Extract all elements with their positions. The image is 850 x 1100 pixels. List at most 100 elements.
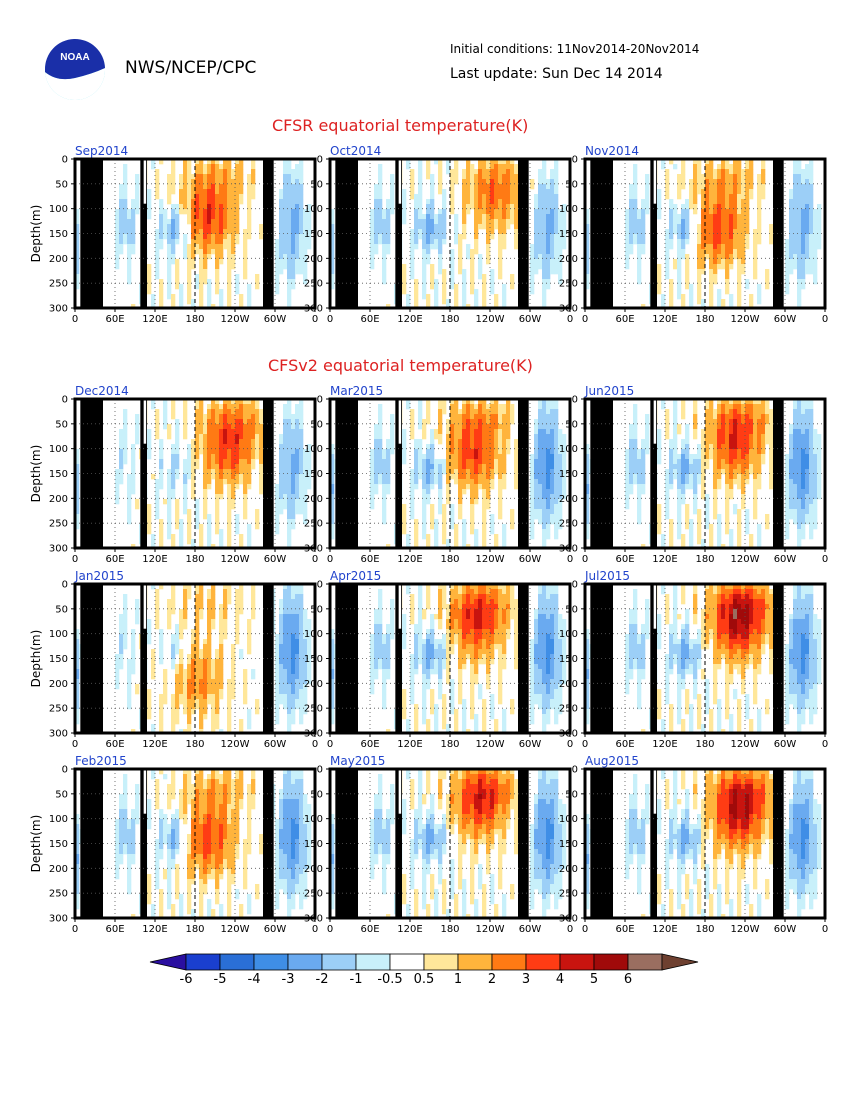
field-cell: [127, 219, 132, 225]
field-cell: [211, 464, 216, 470]
field-cell: [785, 509, 790, 515]
field-cell: [797, 189, 802, 195]
field-cell: [135, 439, 140, 445]
field-cell: [542, 199, 547, 205]
field-cell: [151, 534, 156, 540]
field-cell: [482, 424, 487, 430]
field-cell: [167, 424, 172, 430]
field-cell: [506, 204, 511, 210]
field-cell: [502, 434, 507, 440]
field-cell: [534, 419, 539, 425]
field-cell: [458, 269, 463, 275]
field-cell: [478, 264, 483, 270]
field-cell: [797, 299, 802, 305]
field-cell: [625, 464, 630, 470]
field-cell: [183, 199, 188, 205]
field-cell: [725, 269, 730, 275]
field-cell: [665, 474, 670, 480]
field-cell: [187, 444, 192, 450]
field-cell: [705, 439, 710, 445]
field-cell: [466, 484, 471, 490]
field-cell: [203, 204, 208, 210]
field-cell: [275, 529, 280, 535]
field-cell: [279, 214, 284, 220]
field-cell: [330, 464, 335, 470]
field-cell: [546, 249, 551, 255]
field-cell: [466, 159, 471, 165]
field-cell: [434, 289, 439, 295]
field-cell: [490, 454, 495, 460]
field-cell: [753, 499, 758, 505]
field-cell: [330, 279, 335, 285]
field-cell: [450, 429, 455, 435]
field-cell: [506, 424, 511, 430]
field-cell: [191, 244, 196, 250]
field-cell: [279, 234, 284, 240]
field-cell: [797, 429, 802, 435]
field-cell: [287, 519, 292, 525]
field-cell: [223, 239, 228, 245]
field-cell: [215, 429, 220, 435]
field-cell: [665, 509, 670, 515]
field-cell: [474, 214, 479, 220]
field-cell: [187, 219, 192, 225]
field-cell: [203, 229, 208, 235]
field-cell: [458, 414, 463, 420]
field-cell: [546, 459, 551, 465]
field-cell: [235, 479, 240, 485]
field-cell: [657, 199, 662, 205]
field-cell: [530, 244, 535, 250]
field-cell: [275, 249, 280, 255]
field-cell: [438, 409, 443, 415]
field-cell: [482, 489, 487, 495]
field-cell: [418, 189, 423, 195]
field-cell: [187, 184, 192, 190]
field-cell: [115, 249, 120, 255]
field-cell: [215, 204, 220, 210]
field-cell: [287, 164, 292, 170]
field-cell: [155, 409, 160, 415]
field-cell: [558, 239, 563, 245]
field-cell: [223, 404, 228, 410]
field-cell: [554, 164, 559, 170]
field-cell: [709, 214, 714, 220]
field-cell: [287, 439, 292, 445]
field-cell: [550, 244, 555, 250]
field-cell: [223, 414, 228, 420]
field-cell: [721, 409, 726, 415]
field-cell: [793, 509, 798, 515]
field-cell: [191, 224, 196, 230]
field-cell: [155, 424, 160, 430]
field-cell: [203, 239, 208, 245]
field-cell: [793, 429, 798, 435]
field-cell: [641, 489, 646, 495]
field-cell: [562, 459, 567, 465]
field-cell: [745, 524, 750, 530]
field-cell: [538, 459, 543, 465]
field-cell: [235, 194, 240, 200]
field-cell: [530, 249, 535, 255]
field-cell: [785, 479, 790, 485]
field-cell: [502, 239, 507, 245]
field-cell: [705, 419, 710, 425]
field-cell: [697, 169, 702, 175]
field-cell: [203, 274, 208, 280]
field-cell: [749, 169, 754, 175]
field-cell: [123, 459, 128, 465]
field-cell: [123, 454, 128, 460]
field-cell: [805, 414, 810, 420]
field-cell: [247, 454, 252, 460]
field-cell: [498, 274, 503, 280]
field-cell: [629, 444, 634, 450]
field-cell: [625, 224, 630, 230]
field-cell: [454, 234, 459, 240]
field-cell: [287, 259, 292, 265]
field-cell: [418, 404, 423, 410]
field-cell: [697, 174, 702, 180]
field-cell: [729, 434, 734, 440]
field-cell: [426, 444, 431, 450]
field-cell: [693, 454, 698, 460]
field-cell: [183, 164, 188, 170]
field-cell: [725, 524, 730, 530]
field-cell: [219, 224, 224, 230]
